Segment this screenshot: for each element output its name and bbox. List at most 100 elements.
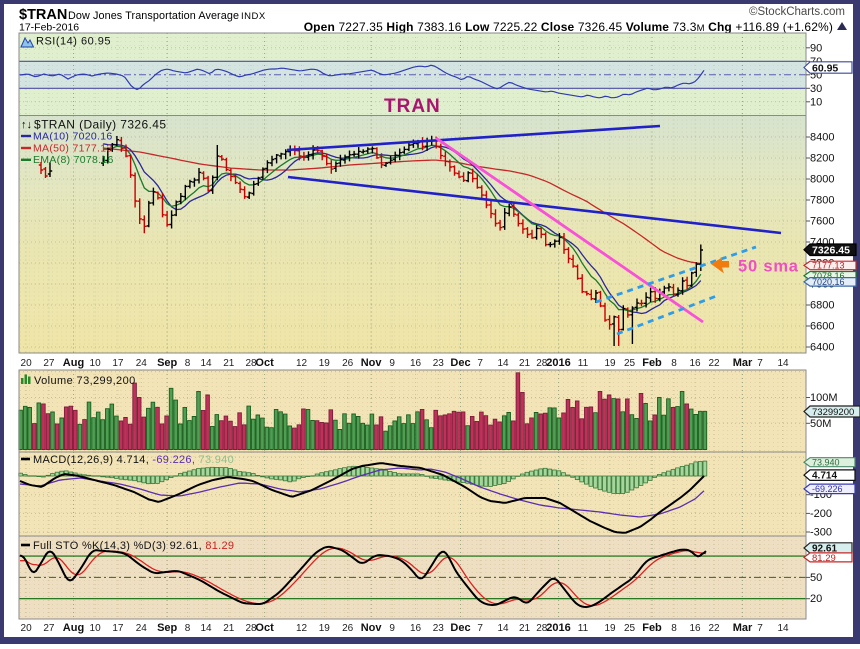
svg-text:17: 17 — [112, 623, 124, 634]
svg-text:10: 10 — [90, 623, 102, 634]
svg-text:©StockCharts.com: ©StockCharts.com — [749, 6, 845, 18]
svg-text:Volume 73,299,200: Volume 73,299,200 — [34, 375, 136, 387]
svg-text:Dec: Dec — [450, 357, 470, 369]
svg-text:21: 21 — [223, 358, 235, 369]
svg-text:11: 11 — [578, 358, 589, 369]
svg-text:73299200: 73299200 — [812, 407, 854, 418]
svg-text:9: 9 — [389, 623, 395, 634]
svg-text:4.714: 4.714 — [812, 471, 837, 482]
svg-text:TRAN: TRAN — [384, 96, 441, 117]
svg-text:7177.13: 7177.13 — [812, 261, 845, 271]
svg-text:21: 21 — [519, 623, 531, 634]
svg-text:Mar: Mar — [733, 622, 753, 634]
svg-text:81.29: 81.29 — [812, 553, 836, 564]
svg-text:2016: 2016 — [546, 357, 570, 369]
svg-text:Feb: Feb — [642, 622, 662, 634]
svg-text:19: 19 — [604, 623, 616, 634]
svg-text:-200: -200 — [810, 508, 832, 520]
svg-text:16: 16 — [689, 623, 701, 634]
svg-text:-69.226: -69.226 — [812, 484, 843, 494]
svg-text:Nov: Nov — [361, 357, 383, 369]
svg-text:7020.16: 7020.16 — [812, 277, 845, 287]
svg-text:MACD(12,26,9) 4.714, -69.226,: MACD(12,26,9) 4.714, -69.226, 73.940 — [33, 454, 234, 466]
svg-text:14: 14 — [777, 623, 789, 634]
svg-text:8: 8 — [185, 623, 191, 634]
svg-text:16: 16 — [689, 358, 701, 369]
svg-text:17: 17 — [112, 358, 124, 369]
svg-text:14: 14 — [497, 623, 509, 634]
svg-text:2016: 2016 — [546, 622, 570, 634]
svg-text:30: 30 — [810, 83, 822, 95]
svg-text:7: 7 — [757, 358, 763, 369]
svg-text:8000: 8000 — [810, 174, 834, 186]
svg-text:8: 8 — [671, 358, 677, 369]
svg-text:12: 12 — [296, 358, 308, 369]
svg-text:90: 90 — [810, 42, 822, 54]
svg-text:$TRAN (Daily) 7326.45: $TRAN (Daily) 7326.45 — [34, 118, 166, 132]
svg-text:MA(10) 7020.16: MA(10) 7020.16 — [33, 131, 113, 143]
svg-text:8: 8 — [671, 623, 677, 634]
svg-text:RSI(14) 60.95: RSI(14) 60.95 — [36, 36, 111, 48]
svg-text:10: 10 — [810, 96, 822, 108]
svg-text:11: 11 — [578, 623, 589, 634]
svg-text:19: 19 — [604, 358, 616, 369]
svg-text:20: 20 — [21, 358, 33, 369]
svg-text:MA(50) 7177.13: MA(50) 7177.13 — [33, 142, 113, 154]
svg-text:Full STO %K(14,3) %D(3) 92.61,: Full STO %K(14,3) %D(3) 92.61, 81.29 — [33, 540, 234, 552]
svg-text:21: 21 — [519, 358, 531, 369]
svg-text:50 sma: 50 sma — [738, 258, 799, 276]
svg-text:10: 10 — [90, 358, 102, 369]
svg-text:INDX: INDX — [241, 11, 266, 22]
svg-text:7: 7 — [757, 623, 763, 634]
svg-text:6600: 6600 — [810, 321, 834, 333]
svg-text:Aug: Aug — [63, 622, 84, 634]
svg-text:7: 7 — [477, 358, 483, 369]
svg-text:23: 23 — [433, 623, 445, 634]
svg-text:Mar: Mar — [733, 357, 753, 369]
svg-text:21: 21 — [223, 623, 235, 634]
svg-text:14: 14 — [200, 358, 212, 369]
svg-text:60.95: 60.95 — [812, 62, 838, 74]
svg-text:22: 22 — [708, 623, 720, 634]
svg-text:24: 24 — [136, 358, 148, 369]
svg-text:27: 27 — [43, 623, 55, 634]
svg-text:9: 9 — [389, 358, 395, 369]
svg-text:↑↓: ↑↓ — [21, 119, 32, 131]
svg-text:7326.45: 7326.45 — [812, 245, 850, 257]
svg-text:Sep: Sep — [157, 357, 177, 369]
svg-text:14: 14 — [200, 623, 212, 634]
svg-text:19: 19 — [319, 358, 331, 369]
svg-text:20: 20 — [810, 593, 822, 605]
svg-text:100M: 100M — [810, 392, 838, 404]
svg-text:Aug: Aug — [63, 357, 84, 369]
svg-text:7: 7 — [477, 623, 483, 634]
svg-text:Dow Jones Transportation Avera: Dow Jones Transportation Average — [68, 10, 239, 22]
svg-text:8400: 8400 — [810, 132, 834, 144]
svg-text:EMA(8) 7078.16: EMA(8) 7078.16 — [33, 154, 114, 166]
svg-text:23: 23 — [433, 358, 445, 369]
svg-text:26: 26 — [342, 623, 354, 634]
svg-text:19: 19 — [319, 623, 331, 634]
svg-text:Open 7227.35 High 7383.16 Low: Open 7227.35 High 7383.16 Low 7225.22 Cl… — [304, 20, 833, 34]
svg-text:8: 8 — [185, 358, 191, 369]
svg-text:20: 20 — [21, 623, 33, 634]
svg-text:27: 27 — [43, 358, 55, 369]
svg-text:Feb: Feb — [642, 357, 662, 369]
svg-text:6400: 6400 — [810, 342, 834, 354]
svg-text:50M: 50M — [810, 418, 831, 430]
svg-text:7800: 7800 — [810, 195, 834, 207]
svg-text:22: 22 — [708, 358, 720, 369]
svg-text:17-Feb-2016: 17-Feb-2016 — [19, 22, 79, 34]
svg-text:26: 26 — [342, 358, 354, 369]
svg-text:16: 16 — [410, 358, 422, 369]
svg-text:14: 14 — [497, 358, 509, 369]
svg-text:Oct: Oct — [255, 622, 274, 634]
svg-text:8200: 8200 — [810, 153, 834, 165]
svg-text:Nov: Nov — [361, 622, 383, 634]
svg-text:24: 24 — [136, 623, 148, 634]
svg-text:-300: -300 — [810, 527, 832, 539]
svg-text:7600: 7600 — [810, 216, 834, 228]
svg-text:Oct: Oct — [255, 357, 274, 369]
svg-text:25: 25 — [624, 358, 636, 369]
svg-text:6800: 6800 — [810, 300, 834, 312]
